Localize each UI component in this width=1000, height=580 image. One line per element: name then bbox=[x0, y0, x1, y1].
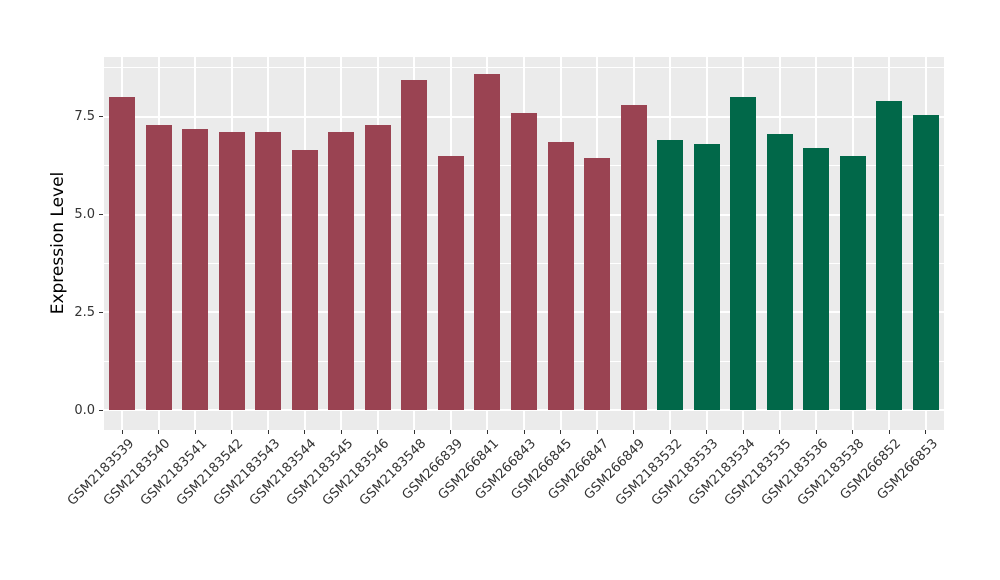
bar-GSM2183533 bbox=[693, 144, 720, 411]
y-axis-tick-label: 2.5 bbox=[74, 304, 95, 320]
x-axis-tick-mark bbox=[158, 430, 160, 434]
x-axis-tick-mark bbox=[742, 430, 744, 434]
major-gridline-horizontal bbox=[104, 409, 944, 412]
x-axis-tick-mark bbox=[852, 430, 854, 434]
bar-GSM2183546 bbox=[364, 124, 391, 411]
x-axis-tick-mark bbox=[560, 430, 562, 434]
x-axis-tick-mark bbox=[925, 430, 927, 434]
minor-gridline-horizontal bbox=[104, 67, 944, 69]
bar-GSM2183534 bbox=[730, 97, 757, 411]
y-axis-tick-label: 0.0 bbox=[74, 402, 95, 418]
y-axis-tick-mark bbox=[99, 409, 103, 411]
plot-panel bbox=[104, 57, 944, 430]
bar-GSM2183539 bbox=[109, 97, 136, 411]
x-axis-tick-mark bbox=[121, 430, 123, 434]
y-axis-tick-mark bbox=[99, 311, 103, 313]
bar-GSM2183540 bbox=[145, 124, 172, 411]
bar-GSM266852 bbox=[876, 101, 903, 411]
x-axis-tick-mark bbox=[486, 430, 488, 434]
x-axis-tick-mark bbox=[231, 430, 233, 434]
y-axis-tick-label: 5.0 bbox=[74, 207, 95, 223]
bar-GSM266839 bbox=[437, 155, 464, 411]
x-axis-tick-mark bbox=[706, 430, 708, 434]
x-axis-tick-mark bbox=[596, 430, 598, 434]
y-axis-tick-mark bbox=[99, 214, 103, 216]
x-axis-tick-mark bbox=[450, 430, 452, 434]
x-axis-tick-mark bbox=[779, 430, 781, 434]
bar-GSM2183543 bbox=[255, 132, 282, 411]
x-axis-tick-mark bbox=[523, 430, 525, 434]
x-axis-tick-mark bbox=[669, 430, 671, 434]
bar-GSM266849 bbox=[620, 105, 647, 411]
y-axis-tick-label: 7.5 bbox=[74, 109, 95, 125]
y-axis-title: Expression Level bbox=[48, 171, 68, 315]
bar-GSM2183545 bbox=[328, 132, 355, 411]
x-axis-tick-mark bbox=[633, 430, 635, 434]
bar-GSM2183548 bbox=[401, 79, 428, 411]
bar-GSM2183542 bbox=[218, 132, 245, 411]
bar-GSM266841 bbox=[474, 73, 501, 411]
bar-GSM2183541 bbox=[182, 128, 209, 411]
bar-GSM266843 bbox=[511, 112, 537, 411]
bar-GSM2183536 bbox=[803, 148, 830, 411]
bar-GSM266853 bbox=[912, 114, 939, 411]
x-axis-tick-mark bbox=[340, 430, 342, 434]
x-axis-tick-mark bbox=[413, 430, 415, 434]
bar-GSM2183532 bbox=[657, 140, 684, 411]
x-axis-tick-mark bbox=[377, 430, 379, 434]
bar-GSM2183535 bbox=[766, 134, 793, 411]
x-axis-tick-mark bbox=[267, 430, 269, 434]
x-axis-tick-mark bbox=[194, 430, 196, 434]
y-axis-tick-mark bbox=[99, 116, 103, 118]
bar-GSM266845 bbox=[547, 142, 574, 411]
x-axis-tick-mark bbox=[304, 430, 306, 434]
bar-GSM2183544 bbox=[291, 150, 318, 411]
bar-GSM2183538 bbox=[839, 155, 866, 411]
bar-GSM266847 bbox=[584, 157, 611, 411]
x-axis-tick-mark bbox=[888, 430, 890, 434]
x-axis-tick-mark bbox=[815, 430, 817, 434]
